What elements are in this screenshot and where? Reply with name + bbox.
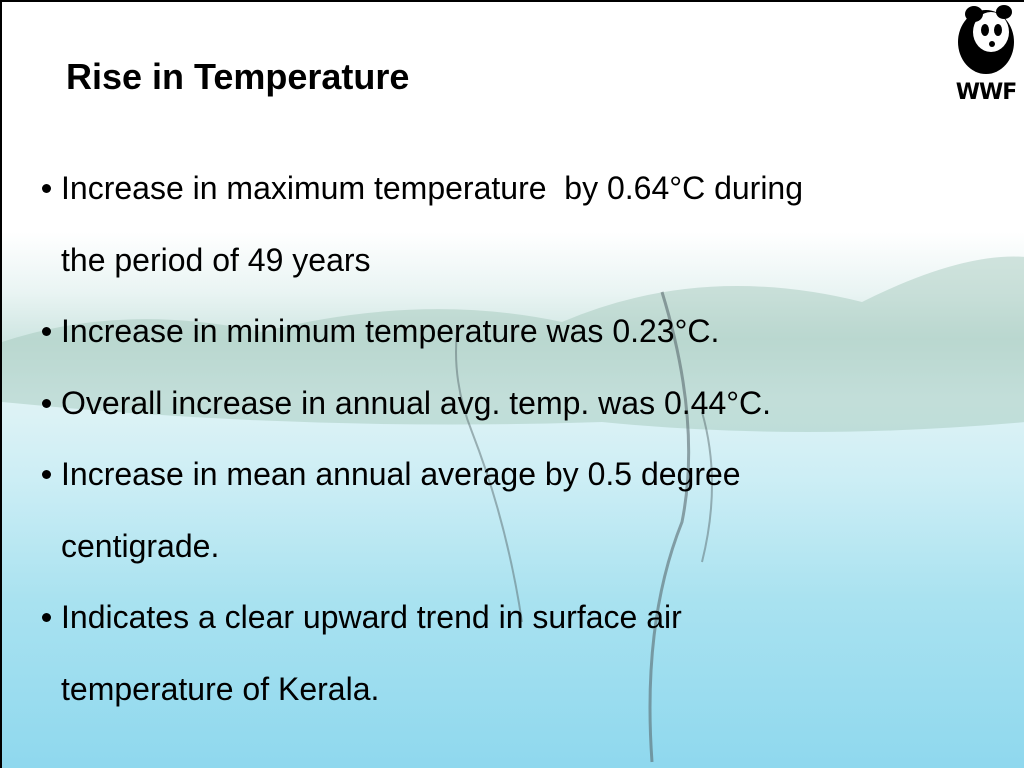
bullet-dot — [42, 613, 51, 622]
bullet-item: Indicates a clear upward trend in surfac… — [2, 582, 803, 725]
bullet-item: Increase in maximum temperature by 0.64°… — [2, 153, 803, 296]
bullet-line: Indicates a clear upward trend in surfac… — [61, 599, 682, 635]
bullet-line: temperature of Kerala. — [61, 670, 380, 707]
bullet-item: Increase in mean annual average by 0.5 d… — [2, 439, 803, 582]
bullet-line: Overall increase in annual avg. temp. wa… — [61, 384, 772, 421]
logo-text: WWF — [955, 80, 1018, 105]
bullet-item: Increase in minimum temperature was 0.23… — [2, 296, 803, 368]
panda-icon — [958, 5, 1014, 74]
bullet-line: Increase in maximum temperature by 0.64°… — [61, 170, 804, 206]
bullet-line: Increase in mean annual average by 0.5 d… — [61, 456, 741, 492]
bullet-line: centigrade. — [61, 527, 220, 564]
bullet-list: Increase in maximum temperature by 0.64°… — [2, 153, 803, 725]
bullet-line: Increase in minimum temperature was 0.23… — [61, 313, 720, 349]
bullet-dot — [42, 398, 51, 408]
logo: WWF — [946, 2, 1024, 110]
bullet-dot — [42, 470, 51, 479]
bullet-line: the period of 49 years — [61, 241, 371, 278]
bullet-dot — [42, 327, 51, 336]
slide-title: Rise in Temperature — [66, 56, 410, 97]
bullet-item: Overall increase in annual avg. temp. wa… — [2, 368, 803, 440]
bullet-dot — [42, 184, 51, 193]
